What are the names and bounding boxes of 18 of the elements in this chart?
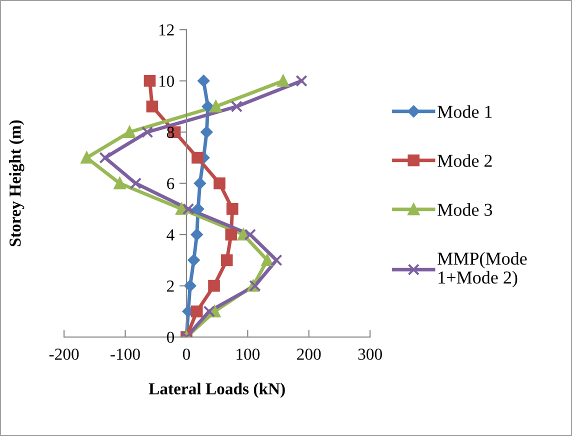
y-tick-label: 0 [166, 332, 174, 343]
x-tick-label: 0 [182, 348, 190, 360]
x-tick-label: -200 [49, 348, 79, 360]
y-tick-label: 10 [159, 76, 174, 87]
x-tick-label: -100 [110, 348, 140, 360]
y-tick-label: 2 [167, 280, 174, 292]
legend-label: Mode 2 [438, 154, 492, 167]
legend-label: MMP(Mode 1+Mode 2) [438, 252, 527, 288]
y-tick-label: 12 [159, 24, 174, 36]
x-tick-label: 100 [236, 348, 260, 360]
y-tick-label: 4 [166, 229, 174, 240]
y-axis-title: Storey Height (m) [9, 120, 24, 246]
x-tick-label: 200 [297, 348, 321, 360]
legend-label: Mode 3 [438, 203, 492, 216]
x-tick-label: 300 [358, 348, 382, 360]
legend-label: Mode 1 [438, 105, 492, 118]
x-axis-title: Lateral Loads (kN) [148, 382, 285, 398]
y-tick-label: 6 [167, 178, 174, 190]
